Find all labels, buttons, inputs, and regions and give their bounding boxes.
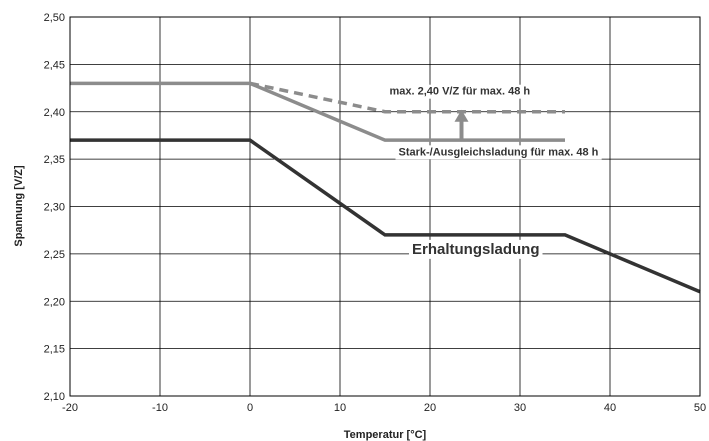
annotation-background bbox=[409, 239, 543, 259]
y-tick-label: 2,35 bbox=[44, 154, 65, 166]
x-tick-label: 50 bbox=[694, 402, 706, 414]
x-tick-label: -10 bbox=[152, 402, 168, 414]
x-axis-title: Temperatur [°C] bbox=[344, 429, 427, 441]
series-line-3 bbox=[249, 81, 565, 114]
x-tick-label: 40 bbox=[604, 402, 616, 414]
annotation-background bbox=[386, 84, 534, 99]
arrow-head bbox=[454, 109, 469, 122]
annotation-label: Stark-/Ausgleichsladung für max. 48 h bbox=[399, 146, 599, 158]
annotation-background bbox=[395, 145, 602, 160]
x-tick-label: 0 bbox=[247, 402, 253, 414]
series-line-2 bbox=[70, 81, 565, 142]
y-tick-label: 2,20 bbox=[44, 296, 65, 308]
y-axis-title: Spannung [V/Z] bbox=[13, 165, 25, 247]
y-tick-label: 2,30 bbox=[44, 202, 65, 214]
annotations: max. 2,40 V/Z für max. 48 h Stark-/Ausgle… bbox=[386, 84, 602, 259]
series-lines bbox=[70, 81, 701, 294]
x-tick-label: 20 bbox=[424, 402, 436, 414]
x-tick-label: 30 bbox=[514, 402, 526, 414]
x-tick-labels: -20 -10 0 10 20 30 40 50 bbox=[62, 402, 706, 414]
annotation-label: max. 2,40 V/Z für max. 48 h bbox=[390, 86, 531, 98]
plot-border bbox=[69, 16, 701, 397]
y-tick-labels: 2,10 2,15 2,20 2,25 2,30 2,35 2,40 2,45 2,50 bbox=[44, 12, 65, 403]
x-tick-label: 10 bbox=[334, 402, 346, 414]
y-tick-label: 2,10 bbox=[44, 391, 65, 403]
y-tick-label: 2,45 bbox=[44, 59, 65, 71]
y-tick-label: 2,50 bbox=[44, 12, 65, 24]
y-tick-label: 2,25 bbox=[44, 249, 65, 261]
arrow-indicator bbox=[454, 109, 469, 141]
y-tick-label: 2,40 bbox=[44, 107, 65, 119]
x-tick-label: -20 bbox=[62, 402, 78, 414]
annotation-label: Erhaltungsladung bbox=[412, 241, 540, 258]
series-line-1 bbox=[70, 138, 701, 294]
y-tick-label: 2,15 bbox=[44, 344, 65, 356]
